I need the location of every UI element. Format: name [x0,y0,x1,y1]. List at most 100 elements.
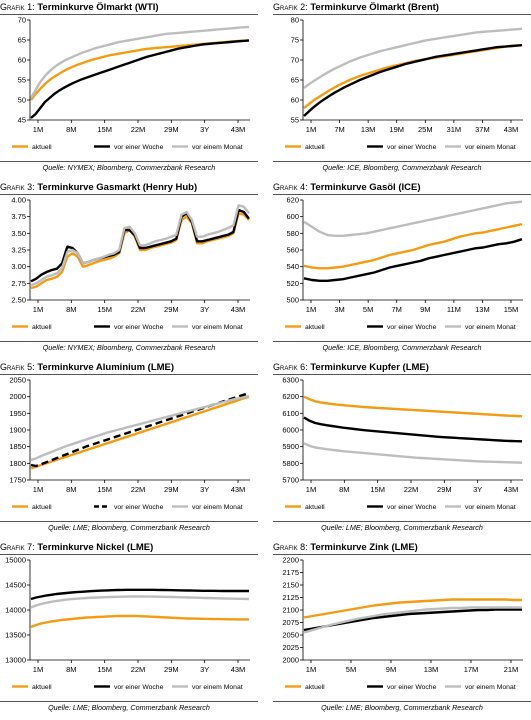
y-tick-label: 540 [286,262,299,271]
y-tick-label: 6000 [282,426,299,435]
y-tick-label: 2200 [282,556,299,565]
y-tick-label: 5900 [282,442,299,451]
x-tick-label: 1M [306,125,316,134]
chart-panel-gasoil: Grafik 4: Terminkurve Gasöl (ICE) 500 520… [273,182,531,352]
x-tick-label: 3Y [200,485,209,494]
legend-label-monat: vor einem Monat [192,324,243,331]
y-tick-label: 4.00 [11,196,26,205]
x-tick-label: 43M [231,665,246,674]
series-line-woche [30,208,250,283]
top-rule [273,14,531,15]
zink-chart: 2000 2025 2050 2075 2100 2125 2150 2175 2200 1M 5M… [282,556,523,691]
x-tick-label: 29M [164,665,179,674]
x-tick-label: 1M [33,125,43,134]
series-line-monat [30,204,250,287]
legend-label-aktuell: aktuell [32,684,52,691]
chart-source: Quelle: NYMEX; Bloomberg, Commerzbank Re… [42,163,216,172]
top-rule [0,374,258,375]
y-tick-label: 5800 [282,459,299,468]
series-line-aktuell [303,395,523,418]
legend-label-aktuell: aktuell [32,504,52,511]
x-tick-label: 1M [306,485,316,494]
x-tick-label: 11M [447,305,461,314]
series-line-monat [303,442,523,464]
y-tick-label: 3.75 [11,212,26,221]
y-tick-label: 2100 [282,606,299,615]
bottom-rule [273,161,531,162]
chart-panel-nickel: Grafik 7: Terminkurve Nickel (LME) 13000… [0,542,258,712]
x-tick-label: 7M [392,305,402,314]
chart-title: Grafik 8: Terminkurve Zink (LME) [273,542,418,553]
x-tick-label: 22M [404,485,419,494]
series-line-monat [30,394,250,462]
y-tick-label: 3.00 [11,262,26,271]
chart-title: Grafik 5: Terminkurve Aluminium (LME) [0,362,175,373]
y-tick-label: 60 [18,56,26,65]
y-tick-label: 1800 [9,459,26,468]
x-tick-label: 22M [131,665,146,674]
chart-title: Grafik 4: Terminkurve Gasöl (ICE) [273,182,421,193]
gasoil-chart: 500 520 540 560 580 600 620 1M 3M 5M 7M 9M 11M 13M 15M… [285,196,523,331]
x-tick-label: 22M [131,485,146,494]
series-line-monat [29,25,250,99]
series-line-aktuell [30,395,250,470]
x-tick-label: 8M [66,125,76,134]
series-line-woche [303,238,523,283]
x-tick-label: 15M [97,665,112,674]
x-tick-label: 29M [164,485,179,494]
y-tick-label: 1950 [9,409,26,418]
legend-label-woche: vor einer Woche [387,144,437,151]
y-tick-label: 80 [291,16,299,25]
bottom-rule [0,701,258,702]
kupfer-chart: 5700 5800 5900 6000 6100 6200 6300 1M 8M 15M 22M 29… [282,376,523,511]
top-rule [273,374,531,375]
y-tick-label: 2025 [282,643,299,652]
y-tick-label: 500 [286,296,299,305]
x-tick-label: 1M [306,665,316,674]
series-line-aktuell [30,39,250,101]
series-line-woche [303,416,523,443]
chart-panel-kupfer: Grafik 6: Terminkurve Kupfer (LME) 5700 5… [273,362,531,532]
x-tick-label: 25M [418,125,433,134]
y-tick-label: 14500 [5,581,26,590]
x-tick-label: 9M [420,305,430,314]
x-tick-label: 29M [437,485,452,494]
legend-label-woche: vor einer Woche [114,324,164,331]
series-line-aktuell [303,223,523,270]
legend-label-woche: vor einer Woche [387,684,437,691]
y-tick-label: 45 [18,116,26,125]
bottom-rule [0,521,258,522]
y-tick-label: 15000 [5,556,26,565]
x-tick-label: 8M [66,305,76,314]
x-tick-label: 43M [231,485,246,494]
series-line-aktuell [303,598,522,619]
y-tick-label: 70 [18,16,26,25]
y-tick-label: 6200 [282,392,299,401]
x-tick-label: 29M [164,125,179,134]
legend-label-woche: vor einer Woche [387,504,437,511]
x-tick-label: 22M [131,125,146,134]
x-tick-label: 1M [306,305,316,314]
series-line-woche [30,39,250,119]
y-tick-label: 5700 [282,476,299,485]
y-tick-label: 2075 [282,618,299,627]
x-tick-label: 1M [33,485,43,494]
x-tick-label: 7M [334,125,344,134]
legend-label-monat: vor einem Monat [465,144,516,151]
y-tick-label: 1850 [9,442,26,451]
y-tick-label: 6100 [282,409,299,418]
series-line-aktuell [30,614,249,629]
aluminium-chart: 1750 1800 1850 1900 1950 2000 2050 1M 8M 15M 22M 29… [9,376,250,511]
legend-label-aktuell: aktuell [305,684,325,691]
chart-panel-henry-hub: Grafik 3: Terminkurve Gasmarkt (Henry Hu… [0,182,258,352]
x-tick-label: 3Y [473,485,482,494]
legend-label-woche: vor einer Woche [114,144,164,151]
y-tick-label: 3.25 [11,246,26,255]
top-rule [273,194,531,195]
chart-source: Quelle: LME; Bloomberg, Commerzbank Rese… [321,523,483,532]
x-tick-label: 17M [464,665,479,674]
series-line-monat [303,27,523,89]
y-tick-label: 2125 [282,593,299,602]
y-tick-label: 50 [18,96,26,105]
legend-label-woche: vor einer Woche [114,684,164,691]
